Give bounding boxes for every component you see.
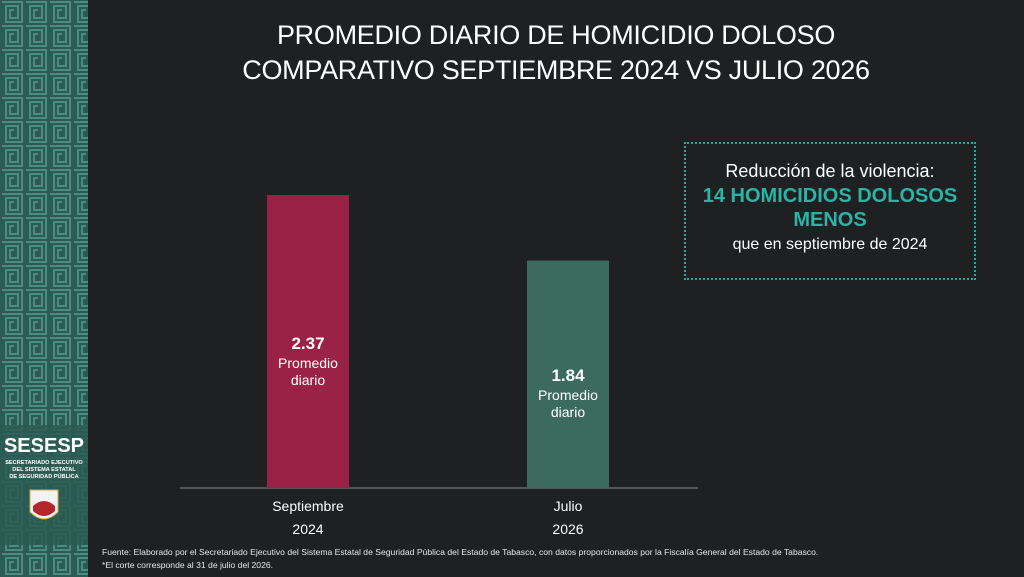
bar xyxy=(267,195,349,488)
logo-line: DE SEGURIDAD PÚBLICA xyxy=(9,473,78,480)
sidebar: SESESP SECRETARIADO EJECUTIVO DEL SISTEM… xyxy=(0,0,88,577)
value-note: Promedio diario xyxy=(278,354,338,388)
x-tick-label: Septiembre 2024 xyxy=(272,498,344,537)
annotation-highlight: 14 HOMICIDIOS DOLOSOS MENOS xyxy=(702,185,958,231)
logo-backdrop xyxy=(0,425,88,545)
logo-line: DEL SISTEMA ESTATAL xyxy=(12,467,76,473)
value-note: Promedio diario xyxy=(538,387,598,421)
value-label: 1.84 xyxy=(551,366,585,386)
bar xyxy=(527,260,609,488)
source: Fuente: Elaborado por el Secretariado Ej… xyxy=(102,547,819,557)
chart-subtitle: COMPARATIVO SEPTIEMBRE 2024 VS JULIO 202… xyxy=(242,55,870,85)
logo: SESESP xyxy=(4,435,84,457)
annotation-tail: que en septiembre de 2024 xyxy=(732,236,928,253)
annotation-lead: Reducción de la violencia: xyxy=(725,161,935,181)
value-label: 2.37 xyxy=(291,333,325,353)
x-tick-label: Julio 2026 xyxy=(552,498,584,537)
annotation-box: Reducción de la violencia: 14 HOMICIDIOS… xyxy=(684,142,976,280)
value-label-group: 1.84 Promedio diario xyxy=(527,365,609,421)
chart-title: PROMEDIO DIARIO DE HOMICIDIO DOLOSO xyxy=(276,20,836,50)
note: *El corte corresponde al 31 de julio del… xyxy=(102,560,274,570)
value-label-group: 2.37 Promedio diario xyxy=(267,333,349,389)
logo-line: SECRETARIADO EJECUTIVO xyxy=(5,460,83,466)
shield-icon-detail xyxy=(33,501,55,516)
